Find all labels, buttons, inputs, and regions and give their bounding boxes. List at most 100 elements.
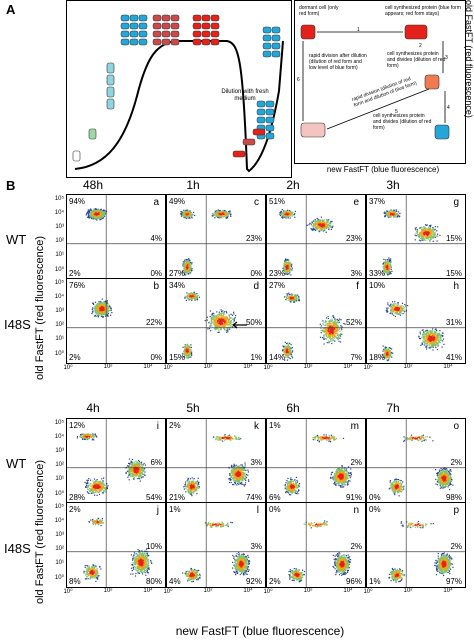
event-dot [219, 322, 221, 324]
event-dot [429, 330, 432, 332]
event-dot [290, 347, 292, 349]
event-dot [420, 235, 422, 238]
event-dot [386, 262, 388, 264]
event-dot [325, 331, 327, 333]
event-dot [439, 334, 441, 336]
event-dot [95, 307, 97, 309]
event-dot [188, 347, 190, 349]
event-dot [420, 230, 422, 232]
facs-plot-e: 51% 23% 23% 3% e [266, 194, 366, 280]
event-dot [384, 214, 386, 216]
plot-letter: g [453, 197, 459, 208]
event-dot [97, 303, 100, 305]
event-dot [388, 268, 391, 271]
event-dot [321, 219, 323, 221]
event-dot [284, 214, 286, 216]
event-dot [289, 298, 291, 301]
event-dot [425, 233, 427, 235]
event-dot [194, 299, 196, 301]
event-dot [323, 225, 325, 227]
event-dot [180, 213, 182, 215]
event-dot [436, 240, 438, 242]
event-dot [191, 299, 193, 301]
event-dot [95, 303, 97, 305]
event-dot [192, 297, 194, 299]
event-dot [89, 214, 91, 216]
event-dot [294, 210, 296, 213]
event-dot [188, 354, 190, 357]
event-dot [190, 272, 192, 274]
event-dot [98, 300, 100, 303]
event-dot [298, 299, 300, 301]
event-dot [287, 349, 289, 352]
event-dot [101, 304, 104, 306]
event-dot [97, 310, 99, 312]
event-dot [190, 352, 193, 354]
event-dot [321, 223, 323, 225]
event-dot [196, 299, 198, 301]
event-dot [188, 353, 190, 355]
event-dot [98, 310, 100, 312]
event-dot [288, 266, 290, 268]
event-dot [287, 351, 289, 354]
event-dot [197, 294, 199, 296]
event-dot [102, 216, 104, 218]
event-dot [429, 233, 431, 236]
event-dot [215, 214, 217, 216]
event-dot [100, 313, 102, 315]
event-dot [93, 214, 96, 216]
event-dot [285, 212, 288, 214]
event-dot [216, 318, 218, 320]
event-dot [102, 212, 104, 214]
pct-right: 15% [445, 233, 462, 243]
event-dot [390, 216, 392, 218]
event-dot [432, 235, 434, 238]
event-dot [191, 298, 193, 300]
event-dot [285, 262, 287, 264]
event-dot [431, 232, 433, 234]
event-dot [222, 318, 224, 320]
event-dot [433, 232, 435, 234]
event-dot [387, 271, 389, 273]
event-dot [392, 211, 394, 213]
event-dot [213, 320, 215, 322]
event-dot [217, 325, 219, 327]
event-dot [110, 307, 112, 309]
event-dot [185, 212, 187, 214]
event-dot [185, 270, 187, 272]
event-dot [105, 315, 107, 317]
event-dot [340, 333, 342, 335]
event-dot [187, 209, 189, 211]
event-dot [283, 296, 286, 298]
event-dot [425, 230, 427, 232]
event-dot [327, 226, 329, 228]
event-dot [91, 312, 93, 315]
event-dot [292, 212, 294, 214]
event-dot [387, 272, 389, 275]
event-dot [430, 224, 432, 226]
event-dot [188, 263, 190, 265]
event-dot [221, 210, 223, 212]
event-dot [97, 304, 99, 306]
event-dot [224, 213, 226, 215]
event-dot [224, 321, 226, 323]
event-dot [391, 214, 393, 217]
event-dot [96, 211, 98, 213]
event-dot [187, 264, 189, 266]
event-dot [285, 296, 287, 298]
event-dot [280, 211, 282, 213]
event-dot [186, 345, 188, 347]
event-dot [424, 234, 426, 236]
event-dot [292, 297, 295, 299]
event-dot [331, 333, 333, 335]
event-dot [316, 229, 318, 231]
event-dot [281, 209, 283, 211]
event-dot [183, 269, 185, 272]
event-dot [325, 330, 327, 332]
event-dot [184, 349, 186, 351]
event-dot [334, 325, 336, 327]
event-dot [286, 359, 289, 361]
event-dot [315, 223, 317, 225]
event-dot [187, 215, 189, 217]
event-dot [88, 215, 90, 217]
